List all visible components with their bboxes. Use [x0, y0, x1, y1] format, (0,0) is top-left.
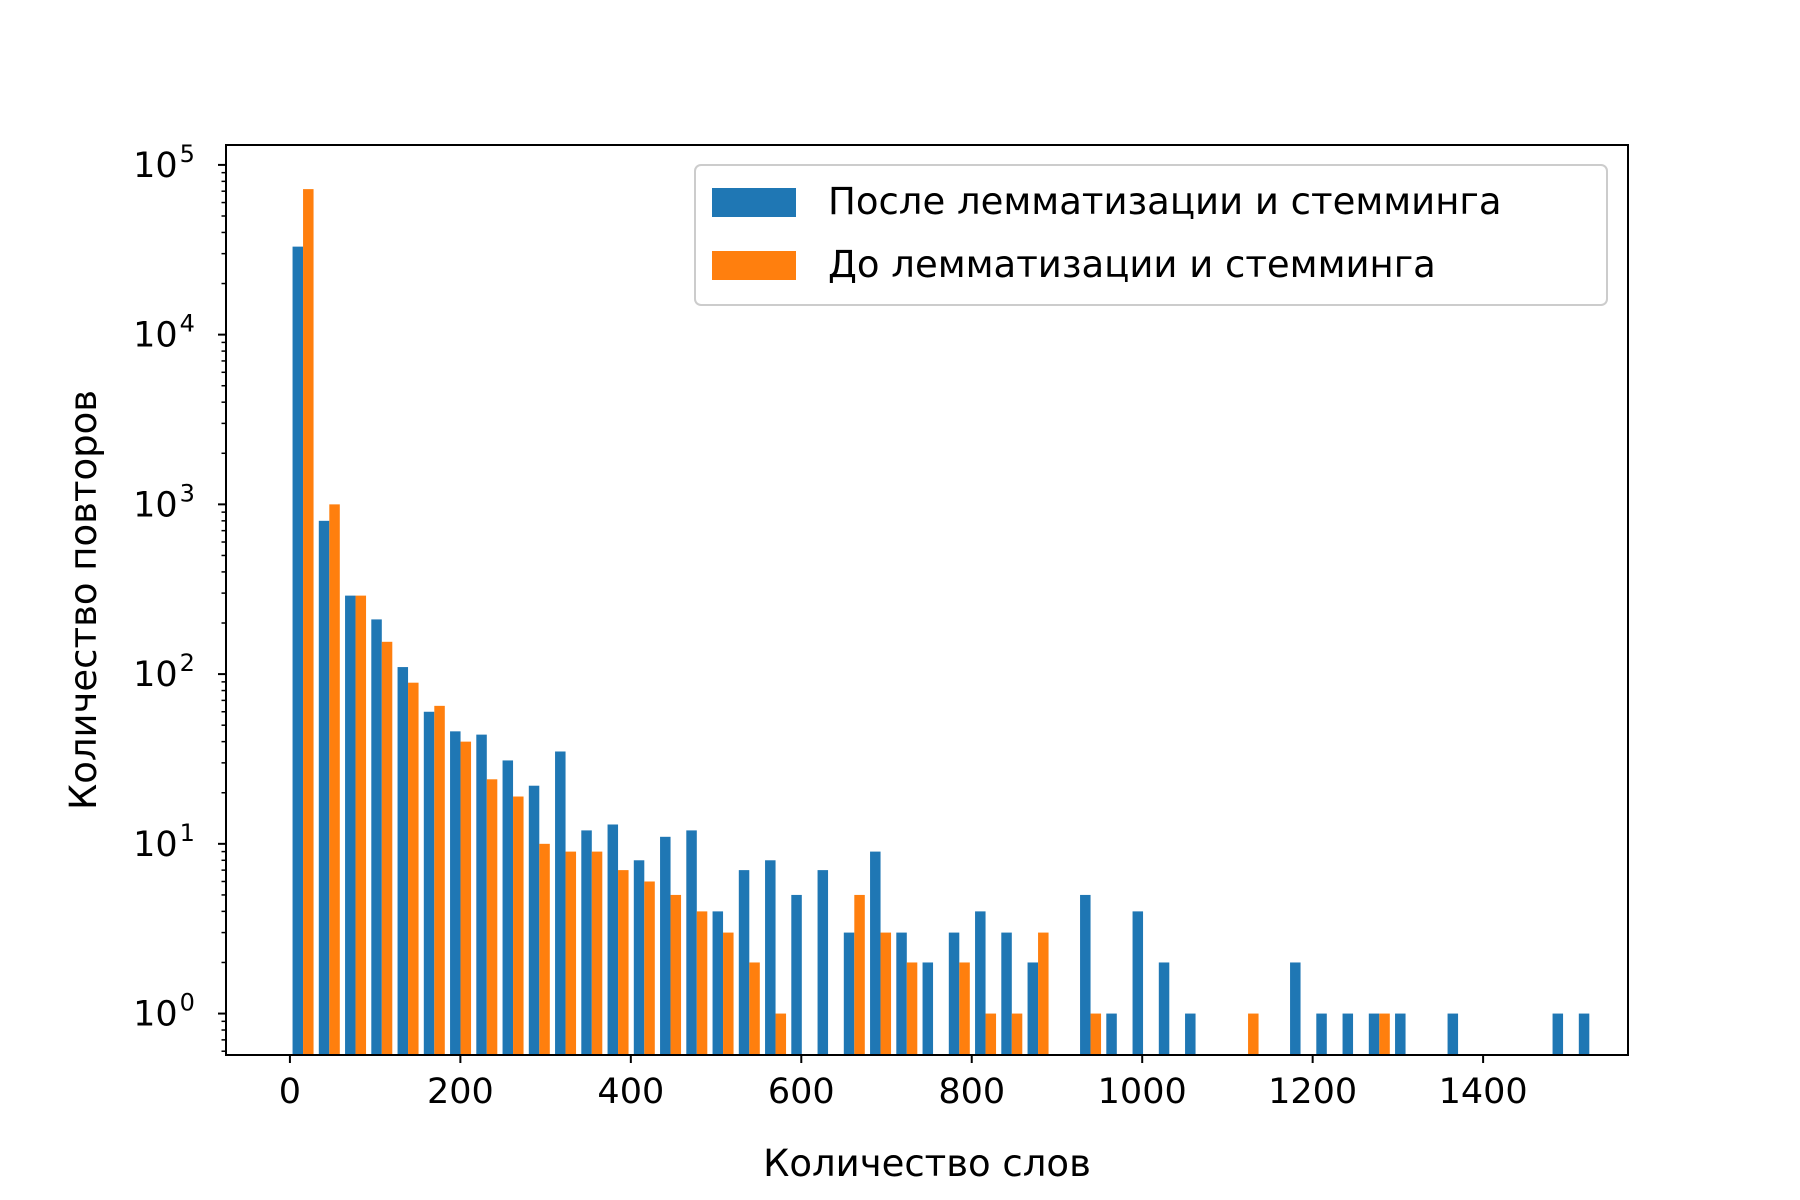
bar-before-12	[618, 870, 629, 1055]
bar-before-17	[749, 962, 760, 1055]
bar-after-11	[581, 830, 592, 1055]
x-tick-label: 600	[768, 1072, 835, 1112]
y-axis-label: Количество повторов	[62, 390, 105, 810]
bar-after-6	[450, 731, 461, 1055]
bar-after-28	[1027, 962, 1039, 1055]
legend-swatch-before	[712, 251, 796, 280]
legend-label-after: После лемматизации и стемминга	[828, 180, 1502, 223]
bar-before-11	[591, 851, 603, 1055]
bar-before-0	[303, 189, 314, 1055]
bar-before-14	[670, 894, 682, 1055]
bar-before-5	[434, 705, 445, 1055]
bar-after-48	[1552, 1013, 1564, 1055]
bar-after-21	[843, 932, 855, 1055]
bar-before-16	[723, 932, 734, 1055]
bar-after-14	[660, 836, 671, 1055]
bar-after-26	[975, 911, 986, 1055]
y-tick-label: 100	[133, 989, 195, 1035]
bar-after-23	[896, 932, 907, 1055]
x-tick-label: 200	[427, 1072, 494, 1112]
bar-before-23	[906, 962, 918, 1055]
bar-after-32	[1132, 911, 1144, 1055]
bar-before-9	[539, 843, 550, 1055]
bar-before-25	[959, 962, 970, 1055]
bar-after-12	[607, 824, 619, 1055]
bar-after-5	[423, 711, 435, 1055]
bar-after-19	[791, 894, 802, 1055]
bar-after-49	[1578, 1013, 1590, 1055]
bar-before-2	[355, 595, 367, 1055]
x-tick-label: 1000	[1098, 1072, 1187, 1112]
legend-box	[694, 164, 1608, 306]
bars-layer	[292, 189, 1590, 1055]
x-tick-label: 800	[938, 1072, 1005, 1112]
bar-before-15	[696, 911, 708, 1055]
plot-frame	[225, 144, 1629, 1056]
bar-before-10	[565, 851, 577, 1055]
bar-after-41	[1368, 1013, 1380, 1055]
bar-before-1	[329, 504, 340, 1055]
bar-after-8	[502, 760, 514, 1055]
bar-after-2	[345, 595, 356, 1055]
x-tick-label: 0	[279, 1072, 301, 1112]
x-tick-label: 1400	[1439, 1072, 1528, 1112]
bar-before-7	[486, 779, 498, 1055]
bar-after-40	[1342, 1013, 1354, 1055]
bar-after-0	[292, 246, 304, 1055]
bar-after-30	[1080, 894, 1091, 1055]
x-tick-label: 1200	[1268, 1072, 1357, 1112]
legend-swatch-after	[712, 188, 796, 217]
legend-label-before: До лемматизации и стемминга	[828, 243, 1436, 286]
bar-before-21	[854, 894, 865, 1055]
bar-after-39	[1316, 1013, 1327, 1055]
bar-after-25	[948, 932, 960, 1055]
bar-before-36	[1248, 1013, 1259, 1055]
legend: После лемматизации и стемминга До леммат…	[694, 164, 1608, 306]
bar-after-42	[1395, 1013, 1406, 1055]
bar-after-13	[633, 860, 645, 1055]
bar-after-7	[476, 734, 487, 1055]
bar-after-3	[371, 619, 382, 1055]
bar-after-22	[870, 851, 881, 1055]
bar-after-18	[765, 860, 776, 1055]
bar-after-31	[1106, 1013, 1117, 1055]
bar-after-16	[712, 911, 724, 1055]
bar-before-18	[775, 1013, 787, 1055]
bar-before-22	[880, 932, 892, 1055]
bar-after-44	[1447, 1013, 1459, 1055]
bar-before-6	[460, 741, 472, 1055]
bar-before-4	[408, 682, 419, 1055]
x-axis-label: Количество слов	[763, 1142, 1091, 1185]
bar-after-4	[397, 667, 409, 1055]
bar-before-13	[644, 881, 655, 1055]
bar-before-30	[1090, 1013, 1102, 1055]
bar-before-26	[985, 1013, 997, 1055]
bar-after-38	[1290, 962, 1301, 1055]
bar-after-20	[817, 870, 829, 1055]
bar-before-3	[381, 641, 393, 1055]
bar-after-27	[1001, 932, 1012, 1055]
bar-after-24	[922, 962, 934, 1055]
x-axis-ticks: 0 200 400 600 800 1000 1200 1400	[279, 1055, 1528, 1112]
bar-after-34	[1185, 1013, 1196, 1055]
bar-after-17	[738, 870, 750, 1055]
bar-before-28	[1038, 932, 1049, 1055]
bar-before-41	[1379, 1013, 1390, 1055]
bar-before-27	[1011, 1013, 1023, 1055]
x-tick-label: 400	[597, 1072, 664, 1112]
bar-after-10	[555, 751, 566, 1055]
bar-after-9	[528, 785, 540, 1055]
bar-before-8	[513, 796, 524, 1055]
bar-after-1	[318, 520, 330, 1055]
bar-after-15	[686, 830, 697, 1055]
bar-after-33	[1158, 962, 1170, 1055]
